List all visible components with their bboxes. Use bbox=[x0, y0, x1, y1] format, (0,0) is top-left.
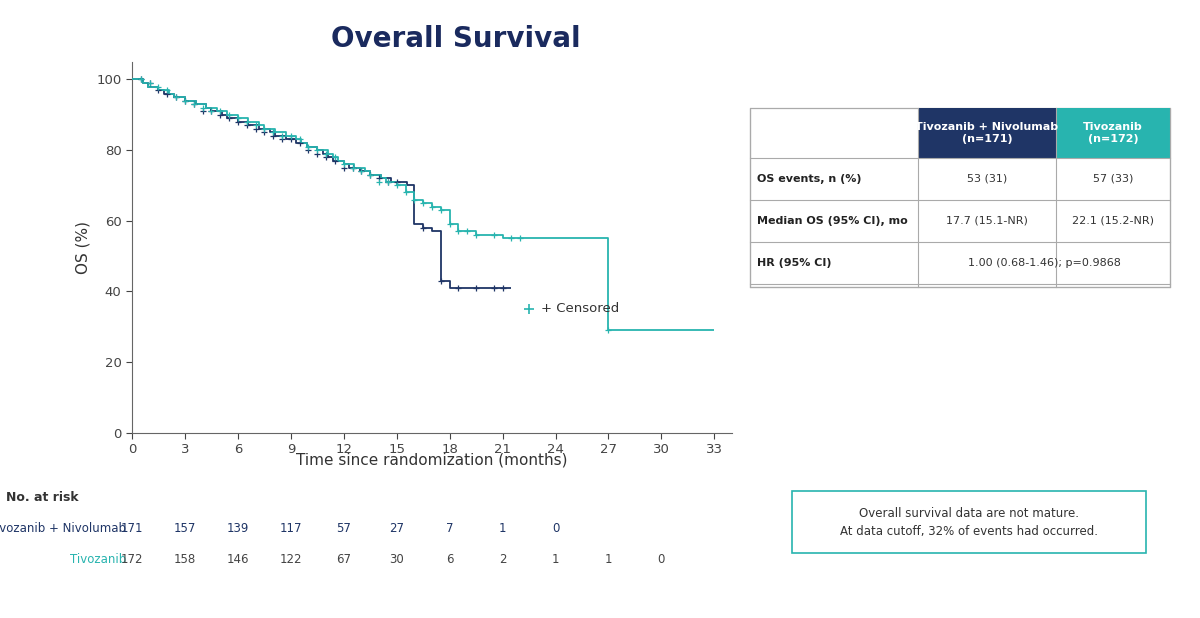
Text: OS events, n (%): OS events, n (%) bbox=[757, 174, 862, 184]
Text: Tivozanib + Nivolumab
(n=171): Tivozanib + Nivolumab (n=171) bbox=[916, 122, 1058, 144]
Text: + Censored: + Censored bbox=[541, 302, 619, 316]
Text: 171: 171 bbox=[121, 522, 143, 535]
Text: 0: 0 bbox=[552, 522, 559, 535]
Text: 22.1 (15.2-NR): 22.1 (15.2-NR) bbox=[1072, 216, 1154, 226]
Text: 2: 2 bbox=[499, 552, 506, 566]
Text: 53 (31): 53 (31) bbox=[967, 174, 1007, 184]
Text: Tivozanib: Tivozanib bbox=[70, 552, 126, 566]
Text: 67: 67 bbox=[336, 552, 352, 566]
Text: 172: 172 bbox=[121, 552, 143, 566]
Text: 1: 1 bbox=[605, 552, 612, 566]
Text: 0: 0 bbox=[658, 552, 665, 566]
Text: Tivozanib + Nivolumab: Tivozanib + Nivolumab bbox=[0, 522, 126, 535]
Text: 122: 122 bbox=[280, 552, 302, 566]
Text: 57 (33): 57 (33) bbox=[1093, 174, 1133, 184]
Text: 27: 27 bbox=[389, 522, 404, 535]
Text: 139: 139 bbox=[227, 522, 250, 535]
Text: Overall Survival: Overall Survival bbox=[331, 25, 581, 53]
Text: 7: 7 bbox=[446, 522, 454, 535]
Text: Time since randomization (months): Time since randomization (months) bbox=[296, 453, 568, 468]
Text: 146: 146 bbox=[227, 552, 250, 566]
Y-axis label: OS (%): OS (%) bbox=[76, 221, 91, 274]
Text: No. at risk: No. at risk bbox=[6, 491, 79, 504]
Text: 1.00 (0.68-1.46); p=0.9868: 1.00 (0.68-1.46); p=0.9868 bbox=[967, 258, 1121, 268]
Text: 117: 117 bbox=[280, 522, 302, 535]
Text: Overall survival data are not mature.
At data cutoff, 32% of events had occurred: Overall survival data are not mature. At… bbox=[840, 507, 1098, 538]
Text: 1: 1 bbox=[552, 552, 559, 566]
Text: 57: 57 bbox=[336, 522, 352, 535]
Text: Tivozanib
(n=172): Tivozanib (n=172) bbox=[1084, 122, 1142, 144]
Text: HR (95% CI): HR (95% CI) bbox=[757, 258, 832, 268]
Text: 157: 157 bbox=[174, 522, 196, 535]
Text: Median OS (95% CI), mo: Median OS (95% CI), mo bbox=[757, 216, 908, 226]
Text: 30: 30 bbox=[389, 552, 404, 566]
Text: 1: 1 bbox=[499, 522, 506, 535]
Text: 158: 158 bbox=[174, 552, 196, 566]
Text: 17.7 (15.1-NR): 17.7 (15.1-NR) bbox=[946, 216, 1028, 226]
Text: 6: 6 bbox=[446, 552, 454, 566]
